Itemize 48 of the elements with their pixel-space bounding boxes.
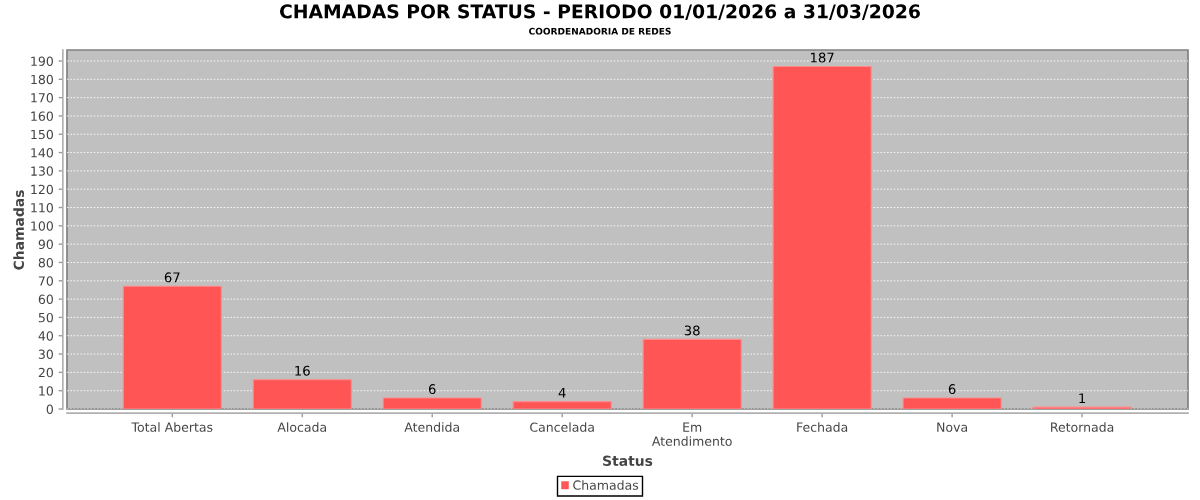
y-tick-label: 150 bbox=[31, 129, 53, 140]
y-tick-label: 80 bbox=[38, 257, 53, 268]
chart-title: CHAMADAS POR STATUS - PERIODO 01/01/2026 a 31/03/2026 bbox=[279, 4, 920, 20]
x-tick-label: Atendida bbox=[404, 422, 460, 432]
y-tick-label: 60 bbox=[38, 294, 53, 305]
y-tick-label: 10 bbox=[39, 386, 53, 396]
y-tick-label: 140 bbox=[31, 148, 53, 158]
y-tick-label: 130 bbox=[31, 166, 53, 176]
y-tick-label: 30 bbox=[38, 349, 53, 359]
data-label: 38 bbox=[684, 325, 700, 336]
bar bbox=[772, 65, 872, 409]
bar bbox=[512, 401, 612, 409]
x-tick-label: Em Atendimento bbox=[651, 422, 732, 446]
y-tick-label: 160 bbox=[31, 111, 53, 121]
x-axis-title: Status bbox=[603, 455, 653, 467]
y-tick-label: 110 bbox=[31, 202, 53, 213]
x-tick-label: Nova bbox=[937, 422, 967, 432]
x-tick-label: Retornada bbox=[1051, 422, 1114, 432]
data-label: 6 bbox=[428, 384, 436, 395]
x-tick-label: Cancelada bbox=[530, 422, 594, 432]
y-tick-label: 70 bbox=[38, 276, 53, 286]
bar bbox=[252, 379, 352, 409]
data-label: 187 bbox=[810, 52, 834, 63]
data-label: 1 bbox=[1079, 393, 1086, 404]
y-tick-label: 40 bbox=[38, 331, 53, 341]
y-axis-title: Chamadas bbox=[13, 190, 25, 270]
y-tick-label: 90 bbox=[38, 239, 53, 250]
y-tick-label: 50 bbox=[38, 312, 53, 323]
x-tick-label: Fechada bbox=[797, 422, 848, 432]
y-tick-label: 100 bbox=[31, 221, 53, 231]
bar bbox=[642, 338, 742, 409]
bar bbox=[902, 397, 1002, 409]
legend-label: Chamadas bbox=[573, 480, 639, 490]
data-label: 16 bbox=[295, 365, 310, 376]
bar bbox=[382, 397, 482, 409]
data-label: 67 bbox=[164, 272, 180, 283]
y-tick-label: 0 bbox=[46, 404, 53, 414]
y-tick-label: 20 bbox=[38, 367, 53, 378]
y-tick-label: 120 bbox=[31, 184, 53, 195]
data-label: 6 bbox=[948, 384, 956, 395]
data-label: 4 bbox=[558, 387, 566, 398]
bar bbox=[122, 285, 222, 409]
x-tick-label: Alocada bbox=[277, 422, 327, 432]
y-tick-label: 190 bbox=[31, 56, 53, 66]
y-tick-label: 180 bbox=[31, 74, 53, 85]
y-tick-label: 170 bbox=[31, 93, 53, 103]
chart-subtitle: COORDENADORIA DE REDES bbox=[529, 27, 671, 35]
x-tick-label: Total Abertas bbox=[131, 422, 213, 432]
